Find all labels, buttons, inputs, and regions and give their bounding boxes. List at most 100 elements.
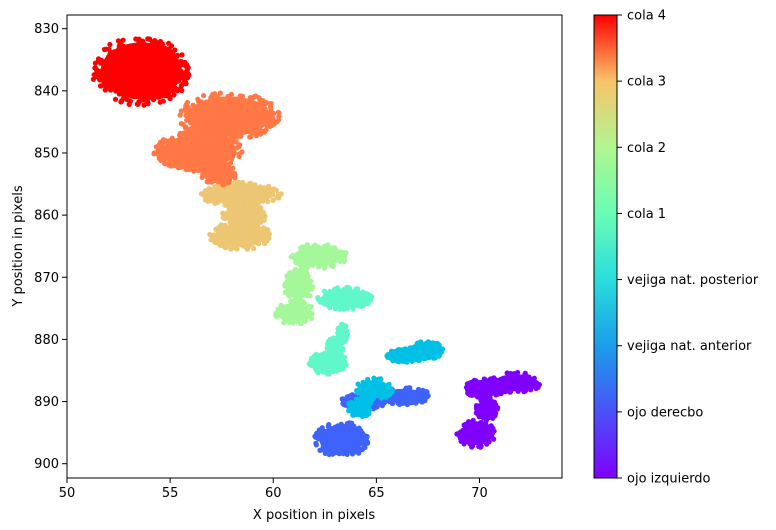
colorbar-label: ojo derecbo (627, 405, 703, 420)
data-point (243, 113, 249, 119)
data-point (149, 88, 155, 95)
data-point (123, 77, 129, 83)
data-point (181, 70, 188, 76)
data-point (205, 170, 211, 176)
data-point (475, 427, 481, 433)
data-point (233, 211, 239, 217)
data-point (316, 435, 322, 441)
data-point (359, 303, 365, 309)
data-point (248, 133, 254, 139)
data-point (472, 438, 478, 444)
data-point (156, 84, 162, 90)
data-point (214, 234, 220, 240)
data-point (471, 377, 477, 383)
data-point (177, 132, 183, 139)
data-point (294, 310, 300, 316)
data-point (144, 77, 150, 83)
data-point (148, 74, 154, 80)
data-point (263, 238, 269, 244)
data-point (322, 364, 328, 370)
y-tick-label: 870 (34, 271, 59, 286)
data-point (265, 112, 271, 118)
data-point (176, 64, 182, 70)
plot-area-frame (66, 14, 563, 479)
data-point (240, 179, 246, 186)
data-point (168, 59, 174, 65)
data-point (221, 188, 227, 195)
data-point (214, 149, 220, 155)
data-point (234, 134, 240, 140)
data-point (344, 451, 350, 457)
data-point (346, 446, 352, 452)
data-point (347, 393, 353, 399)
data-point (332, 293, 338, 299)
data-point (169, 65, 175, 71)
data-point (145, 101, 151, 107)
data-point (178, 82, 185, 89)
data-point (244, 195, 251, 201)
data-point (116, 43, 122, 49)
data-point (326, 447, 332, 453)
data-point (144, 52, 150, 58)
data-point (476, 423, 482, 429)
data-point (487, 414, 493, 420)
data-point (209, 179, 215, 185)
series-ojo-izquierdo (454, 369, 543, 450)
data-point (308, 285, 314, 291)
data-point (216, 115, 222, 121)
data-point (491, 436, 497, 442)
data-point (204, 110, 210, 116)
data-point (165, 145, 171, 152)
data-point (282, 283, 288, 289)
data-point (317, 447, 323, 453)
data-point (373, 378, 380, 384)
data-point (308, 360, 314, 366)
data-point (308, 315, 314, 321)
data-point (224, 122, 230, 129)
data-point (158, 45, 165, 51)
data-point (244, 237, 250, 243)
data-point (531, 375, 537, 381)
data-point (533, 385, 539, 392)
data-point (100, 77, 106, 84)
y-tick-label: 880 (34, 333, 59, 348)
data-point (154, 40, 160, 46)
data-point (246, 243, 252, 249)
data-point (268, 116, 274, 122)
colorbar (593, 14, 618, 479)
x-axis-label: X position in pixels (253, 508, 375, 523)
data-point (352, 289, 358, 295)
data-point (463, 421, 469, 427)
data-point (315, 370, 321, 376)
data-point (253, 103, 259, 109)
data-point (247, 128, 253, 134)
data-point (323, 429, 329, 435)
data-point (490, 383, 496, 389)
data-point (409, 352, 415, 358)
series-cola-1 (273, 242, 349, 327)
data-point (227, 190, 233, 196)
data-point (339, 396, 345, 402)
data-point (185, 166, 192, 172)
data-point (137, 90, 143, 96)
data-point (157, 147, 163, 154)
colorbar-label: cola 3 (627, 75, 666, 90)
data-point (315, 296, 321, 303)
data-point (92, 65, 98, 71)
data-point (218, 197, 224, 203)
data-point (285, 280, 291, 286)
data-point (232, 184, 238, 190)
data-point (400, 391, 406, 397)
data-point (160, 98, 166, 104)
data-point (347, 408, 354, 414)
data-point (202, 134, 208, 140)
data-point (345, 294, 351, 300)
data-point (330, 434, 336, 440)
data-point (116, 55, 122, 61)
data-point (104, 85, 110, 91)
data-point (276, 113, 282, 120)
data-point (201, 190, 207, 196)
data-point (124, 71, 130, 77)
data-point (189, 164, 196, 170)
data-point (215, 132, 221, 138)
